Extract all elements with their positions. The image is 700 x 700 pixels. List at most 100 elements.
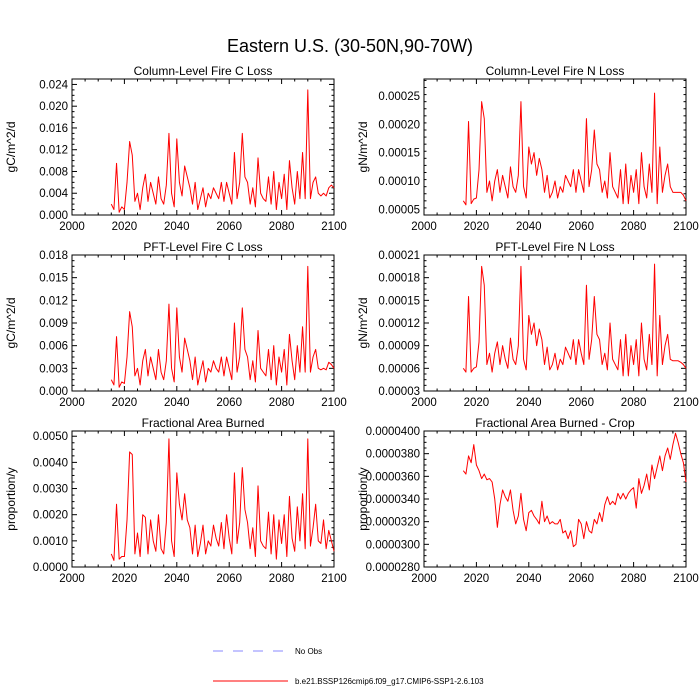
series-line <box>110 438 335 561</box>
chart-panel-3: PFT-Level Fire C Loss 2000 2020 2040 2060 208… <box>4 240 347 409</box>
x-tick-label: 2080 <box>621 573 647 585</box>
x-tick-label: 2080 <box>269 397 295 409</box>
x-tick-label: 2040 <box>516 221 542 233</box>
y-tick-label: 0.00018 <box>378 273 420 285</box>
x-tick-label: 2020 <box>112 397 138 409</box>
x-tick-label: 2060 <box>216 221 242 233</box>
y-tick-label: 0.00010 <box>378 176 420 188</box>
x-tick-label: 2100 <box>321 221 347 233</box>
x-tick-label: 2100 <box>673 397 699 409</box>
y-tick-label: 0.00025 <box>378 91 420 103</box>
y-tick-label: 0.00005 <box>378 204 420 216</box>
y-tick-label: 0.00015 <box>378 148 420 160</box>
y-tick-label: 0.000 <box>39 386 68 398</box>
x-tick-label: 2040 <box>164 397 190 409</box>
chart-panel-1: Column-Level Fire C Loss 2000 2020 2040 2060… <box>4 64 347 233</box>
x-tick-label: 2060 <box>216 397 242 409</box>
x-tick-label: 2100 <box>673 221 699 233</box>
y-tick-label: 0.00015 <box>378 295 420 307</box>
chart-panel-6: Fractional Area Burned - Crop 2000 2020 204… <box>356 416 699 585</box>
y-tick-label: 0.008 <box>39 166 68 178</box>
y-tick-label: 0.0030 <box>33 484 68 496</box>
x-tick-label: 2040 <box>516 573 542 585</box>
y-tick-label: 0.0000340 <box>366 494 420 506</box>
x-tick-label: 2060 <box>568 573 594 585</box>
y-tick-label: 0.024 <box>39 79 68 91</box>
x-tick-label: 2060 <box>568 221 594 233</box>
x-tick-label: 2040 <box>164 573 190 585</box>
x-tick-label: 2000 <box>59 397 85 409</box>
x-tick-label: 2020 <box>464 397 490 409</box>
legend-run-label: b.e21.BSSP126cmip6.f09_g17.CMIP6-SSP1-2.… <box>295 677 484 686</box>
y-tick-label: 0.0000380 <box>366 449 420 461</box>
y-tick-label: 0.0000320 <box>366 517 420 529</box>
series-line <box>462 263 687 377</box>
panel-title: Column-Level Fire C Loss <box>134 64 273 78</box>
y-tick-label: 0.0050 <box>33 431 68 443</box>
y-tick-label: 0.004 <box>39 188 68 200</box>
x-tick-label: 2000 <box>59 221 85 233</box>
y-tick-label: 0.00006 <box>378 363 420 375</box>
x-tick-label: 2000 <box>59 573 85 585</box>
x-tick-label: 2040 <box>164 221 190 233</box>
x-tick-label: 2000 <box>411 221 437 233</box>
x-tick-label: 2000 <box>411 397 437 409</box>
y-tick-label: 0.00021 <box>378 250 420 262</box>
y-tick-label: 0.000 <box>39 210 68 222</box>
panel-title: Fractional Area Burned <box>142 416 265 430</box>
y-tick-label: 0.003 <box>39 363 68 375</box>
x-tick-label: 2100 <box>321 573 347 585</box>
x-tick-label: 2040 <box>516 397 542 409</box>
y-tick-label: 0.016 <box>39 123 68 135</box>
y-tick-label: 0.0000 <box>33 562 68 574</box>
panel-title: PFT-Level Fire N Loss <box>495 240 614 254</box>
y-tick-label: 0.018 <box>39 250 68 262</box>
y-tick-label: 0.0040 <box>33 457 68 469</box>
plot-frame <box>423 254 687 392</box>
y-tick-label: 0.0000360 <box>366 471 420 483</box>
series-line <box>462 92 687 206</box>
legend: No Obs b.e21.BSSP126cmip6.f09_g17.CMIP6-… <box>213 647 484 686</box>
x-tick-label: 2020 <box>464 573 490 585</box>
y-axis-label: gC/m^2/d <box>4 122 18 173</box>
x-tick-label: 2060 <box>216 573 242 585</box>
chart-panel-2: Column-Level Fire N Loss 2000 2020 2040 2060… <box>356 64 699 233</box>
y-tick-label: 0.0000400 <box>366 426 420 438</box>
y-axis-label: proportion/y <box>4 467 18 530</box>
y-tick-label: 0.0020 <box>33 510 68 522</box>
chart-panels: Column-Level Fire C Loss 2000 2020 2040 2060… <box>4 64 699 585</box>
y-tick-label: 0.00012 <box>378 318 420 330</box>
x-tick-label: 2000 <box>411 573 437 585</box>
x-tick-label: 2020 <box>464 221 490 233</box>
y-tick-label: 0.0000300 <box>366 539 420 551</box>
x-tick-label: 2020 <box>112 221 138 233</box>
y-tick-label: 0.0010 <box>33 536 68 548</box>
plot-frame <box>71 78 335 216</box>
panel-title: PFT-Level Fire C Loss <box>143 240 262 254</box>
y-tick-label: 0.006 <box>39 341 68 353</box>
y-axis-label: proportion/y <box>356 467 370 530</box>
chart-panel-5: Fractional Area Burned 2000 2020 2040 2060 20… <box>4 416 347 585</box>
y-tick-label: 0.00020 <box>378 119 420 131</box>
y-axis-label: gN/m^2/d <box>356 122 370 173</box>
x-tick-label: 2080 <box>269 221 295 233</box>
y-tick-label: 0.020 <box>39 101 68 113</box>
x-tick-label: 2020 <box>112 573 138 585</box>
panel-title: Column-Level Fire N Loss <box>486 64 625 78</box>
y-axis-label: gN/m^2/d <box>356 298 370 349</box>
x-tick-label: 2080 <box>621 221 647 233</box>
series-line <box>462 432 687 548</box>
plot-frame <box>423 430 687 568</box>
panel-title: Fractional Area Burned - Crop <box>475 416 635 430</box>
figure-title: Eastern U.S. (30-50N,90-70W) <box>227 36 473 56</box>
x-tick-label: 2080 <box>269 573 295 585</box>
x-tick-label: 2100 <box>321 397 347 409</box>
y-tick-label: 0.012 <box>39 145 68 157</box>
y-tick-label: 0.012 <box>39 295 68 307</box>
plot-frame <box>71 254 335 392</box>
y-tick-label: 0.015 <box>39 273 68 285</box>
x-tick-label: 2080 <box>621 397 647 409</box>
y-tick-label: 0.00003 <box>378 386 420 398</box>
y-tick-label: 0.0000280 <box>366 562 420 574</box>
